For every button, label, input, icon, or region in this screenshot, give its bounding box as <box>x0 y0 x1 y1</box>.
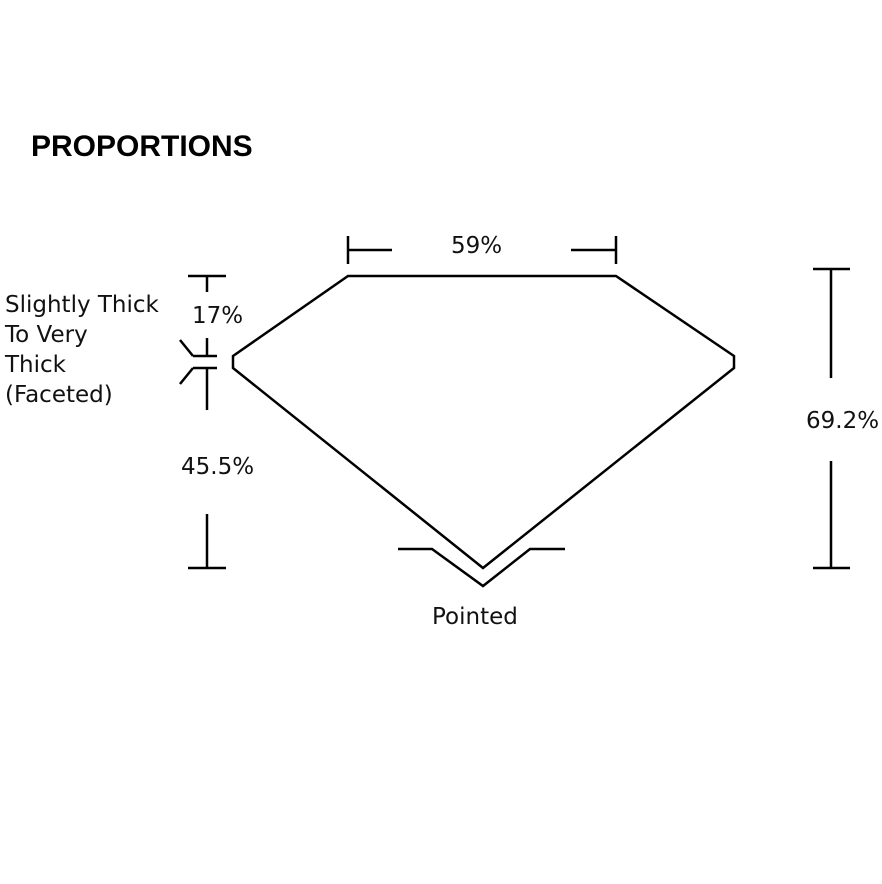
total-depth-dimension <box>813 267 850 570</box>
crown-dimension <box>179 274 226 358</box>
table-percent-label: 59% <box>451 233 503 259</box>
girdle-line: To Very <box>5 322 88 348</box>
girdle-line: Slightly Thick <box>5 292 159 318</box>
crown-percent-label: 17% <box>192 303 244 329</box>
diamond-outline <box>231 274 736 570</box>
total-depth-label: 69.2% <box>806 408 880 434</box>
pavilion-dimension <box>179 366 226 570</box>
girdle-line: Thick <box>5 352 66 378</box>
pavilion-percent-label: 45.5% <box>181 454 255 480</box>
culet-label: Pointed <box>432 604 518 630</box>
table-dimension <box>346 236 618 264</box>
culet-marker <box>398 547 565 588</box>
page-title: PROPORTIONS <box>31 130 253 163</box>
girdle-description: Slightly Thick To Very Thick (Faceted) <box>5 290 159 410</box>
girdle-line: (Faceted) <box>5 382 113 408</box>
